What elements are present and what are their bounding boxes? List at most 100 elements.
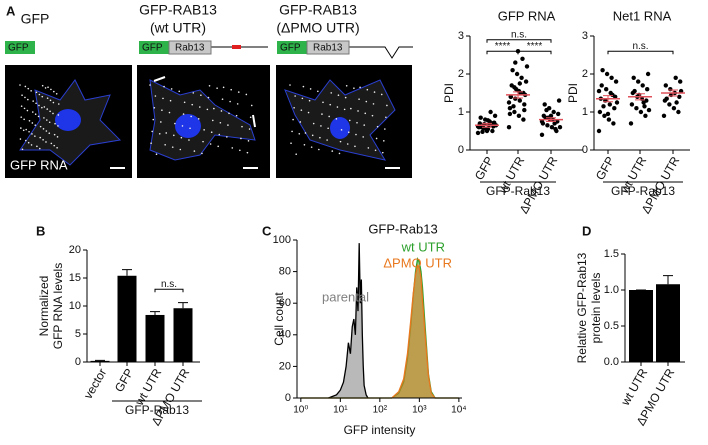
legend-label: wt UTR	[401, 239, 445, 254]
panel-letter: C	[262, 223, 272, 238]
speckle	[27, 98, 29, 101]
speckle	[178, 90, 181, 93]
speckle	[183, 101, 186, 104]
speckle	[250, 104, 253, 107]
y-tick-label: 1	[582, 106, 588, 118]
speckle	[327, 127, 329, 130]
data-point	[678, 88, 684, 94]
speckle	[322, 101, 324, 104]
speckle	[304, 132, 307, 134]
histogram-area	[300, 257, 459, 399]
speckle	[340, 129, 343, 131]
speckle	[27, 87, 30, 90]
data-point	[484, 128, 490, 134]
data-point	[604, 87, 609, 92]
y-tick-label: 3	[458, 30, 464, 42]
speckle	[163, 85, 165, 88]
speckle	[31, 111, 34, 113]
construct-gfp	[5, 41, 35, 54]
speckle	[295, 153, 297, 156]
arrow	[252, 114, 256, 128]
speckle	[358, 98, 360, 100]
x-tick-label: GFP	[593, 154, 617, 182]
speckle	[24, 85, 27, 88]
y-tick-label: 40	[279, 329, 291, 341]
annotation: n.s.	[511, 29, 527, 40]
speckle	[248, 128, 251, 130]
speckle	[164, 143, 166, 146]
speckle	[309, 88, 312, 90]
speckle	[24, 139, 27, 142]
chart-title: Net1 RNA	[613, 8, 672, 23]
speckle	[180, 136, 183, 139]
data-point	[549, 125, 555, 130]
speckle	[249, 116, 252, 119]
speckle	[363, 124, 366, 126]
speckle	[348, 119, 351, 122]
data-point	[631, 75, 636, 81]
arrow	[153, 76, 166, 82]
error-bar	[150, 311, 160, 315]
speckle	[31, 133, 33, 135]
speckle	[231, 147, 234, 149]
data-point	[612, 106, 617, 111]
data-point	[609, 75, 614, 81]
speckle	[20, 127, 22, 129]
speckle	[344, 96, 347, 99]
data-point	[610, 92, 615, 98]
data-point	[646, 107, 652, 113]
speckle	[24, 96, 26, 99]
image-title: GFP	[21, 11, 50, 27]
speckle	[41, 84, 44, 87]
data-point	[552, 121, 557, 126]
speckle	[48, 121, 51, 124]
legend-label: parental	[322, 289, 369, 304]
x-axis-label: GFP intensity	[344, 423, 416, 437]
data-point	[676, 109, 681, 115]
speckle	[188, 139, 190, 141]
data-point	[641, 100, 646, 105]
significance-bracket	[154, 288, 184, 293]
construct-label: GFP	[8, 43, 29, 54]
speckle	[190, 115, 192, 118]
data-point	[643, 113, 648, 119]
speckle	[42, 138, 44, 141]
speckle	[165, 132, 168, 134]
panel-letter: D	[582, 223, 591, 238]
speckle	[318, 148, 320, 151]
y-tick-label: 10	[69, 300, 81, 312]
data-point	[614, 100, 620, 105]
speckle	[154, 95, 157, 97]
speckle	[179, 148, 182, 151]
chart-title: GFP-Rab13	[368, 221, 437, 236]
data-point	[678, 79, 683, 84]
speckle	[321, 113, 323, 115]
speckle	[217, 145, 219, 148]
group-label: GFP-Rab13	[125, 403, 189, 417]
data-point	[613, 79, 619, 84]
x-tick-label: GFP	[472, 154, 496, 182]
construct-label: Rab13	[313, 43, 343, 54]
annotation: ****	[495, 41, 511, 52]
speckle	[293, 107, 295, 109]
speckle	[160, 121, 162, 123]
speckle	[169, 99, 172, 102]
speckle	[236, 103, 239, 105]
y-tick-label: 5	[75, 328, 81, 340]
speckle	[57, 103, 60, 105]
y-tick-label: 0	[582, 144, 588, 156]
speckle	[36, 145, 38, 148]
data-point	[480, 129, 485, 134]
data-point	[596, 128, 602, 134]
speckle	[49, 99, 52, 102]
y-axis-label: Cell count	[272, 292, 286, 346]
y-tick-label: 2	[582, 68, 588, 80]
speckle	[27, 141, 30, 144]
speckle	[182, 113, 185, 115]
data-point	[640, 83, 645, 88]
speckle	[19, 138, 22, 140]
speckle	[227, 124, 229, 126]
speckle	[291, 130, 293, 133]
speckle	[335, 118, 338, 120]
